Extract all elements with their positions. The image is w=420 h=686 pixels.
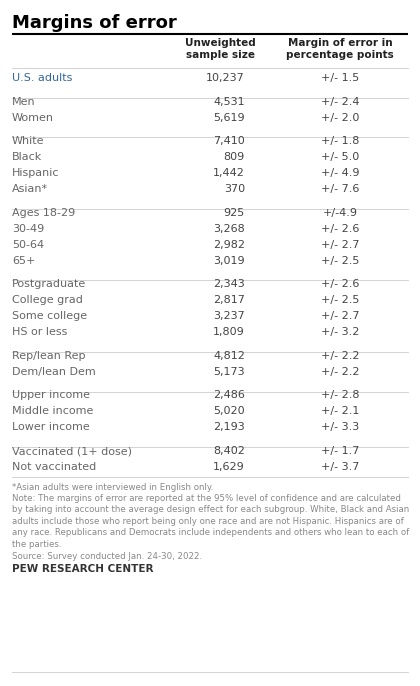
Text: *Asian adults were interviewed in English only.: *Asian adults were interviewed in Englis… [12,483,213,492]
Text: +/- 2.0: +/- 2.0 [321,113,359,123]
Text: Note: The margins of error are reported at the 95% level of confidence and are c: Note: The margins of error are reported … [12,494,409,549]
Text: Men: Men [12,97,36,106]
Text: +/- 2.5: +/- 2.5 [321,256,359,265]
Text: 1,629: 1,629 [213,462,245,472]
Text: +/- 3.3: +/- 3.3 [321,423,359,432]
Text: 5,020: 5,020 [213,406,245,416]
Text: Unweighted
sample size: Unweighted sample size [185,38,255,60]
Text: 3,019: 3,019 [213,256,245,265]
Text: Margins of error: Margins of error [12,14,177,32]
Text: Upper income: Upper income [12,390,90,401]
Text: +/- 2.6: +/- 2.6 [321,279,359,289]
Text: +/- 1.8: +/- 1.8 [321,137,359,146]
Text: 2,193: 2,193 [213,423,245,432]
Text: 4,531: 4,531 [213,97,245,106]
Text: HS or less: HS or less [12,327,67,338]
Text: 3,237: 3,237 [213,311,245,321]
Text: +/- 4.9: +/- 4.9 [321,168,359,178]
Text: College grad: College grad [12,295,83,305]
Text: +/- 3.7: +/- 3.7 [321,462,359,472]
Text: 2,486: 2,486 [213,390,245,401]
Text: +/- 2.2: +/- 2.2 [321,351,359,361]
Text: 2,817: 2,817 [213,295,245,305]
Text: Vaccinated (1+ dose): Vaccinated (1+ dose) [12,446,132,456]
Text: Some college: Some college [12,311,87,321]
Text: +/- 3.2: +/- 3.2 [321,327,359,338]
Text: 7,410: 7,410 [213,137,245,146]
Text: Margin of error in
percentage points: Margin of error in percentage points [286,38,394,60]
Text: 2,982: 2,982 [213,239,245,250]
Text: Black: Black [12,152,42,162]
Text: +/- 2.6: +/- 2.6 [321,224,359,234]
Text: 3,268: 3,268 [213,224,245,234]
Text: Hispanic: Hispanic [12,168,60,178]
Text: 370: 370 [224,184,245,194]
Text: +/- 1.7: +/- 1.7 [321,446,359,456]
Text: 50-64: 50-64 [12,239,44,250]
Text: +/- 7.6: +/- 7.6 [321,184,359,194]
Text: +/- 2.4: +/- 2.4 [321,97,359,106]
Text: U.S. adults: U.S. adults [12,73,72,83]
Text: +/- 2.7: +/- 2.7 [321,311,359,321]
Text: 10,237: 10,237 [206,73,245,83]
Text: Women: Women [12,113,54,123]
Text: 1,809: 1,809 [213,327,245,338]
Text: Rep/lean Rep: Rep/lean Rep [12,351,86,361]
Text: 8,402: 8,402 [213,446,245,456]
Text: +/- 1.5: +/- 1.5 [321,73,359,83]
Text: 65+: 65+ [12,256,35,265]
Text: +/- 2.5: +/- 2.5 [321,295,359,305]
Text: Postgraduate: Postgraduate [12,279,86,289]
Text: 30-49: 30-49 [12,224,44,234]
Text: 925: 925 [224,208,245,217]
Text: 1,442: 1,442 [213,168,245,178]
Text: White: White [12,137,45,146]
Text: +/-4.9: +/-4.9 [323,208,357,217]
Text: 4,812: 4,812 [213,351,245,361]
Text: Dem/lean Dem: Dem/lean Dem [12,367,96,377]
Text: +/- 2.8: +/- 2.8 [321,390,359,401]
Text: 5,173: 5,173 [213,367,245,377]
Text: Source: Survey conducted Jan. 24-30, 2022.: Source: Survey conducted Jan. 24-30, 202… [12,552,202,561]
Text: +/- 2.2: +/- 2.2 [321,367,359,377]
Text: 5,619: 5,619 [213,113,245,123]
Text: +/- 2.1: +/- 2.1 [321,406,359,416]
Text: Asian*: Asian* [12,184,48,194]
Text: Ages 18-29: Ages 18-29 [12,208,75,217]
Text: 2,343: 2,343 [213,279,245,289]
Text: +/- 5.0: +/- 5.0 [321,152,359,162]
Text: Not vaccinated: Not vaccinated [12,462,96,472]
Text: PEW RESEARCH CENTER: PEW RESEARCH CENTER [12,564,153,574]
Text: Lower income: Lower income [12,423,90,432]
Text: 809: 809 [224,152,245,162]
Text: Middle income: Middle income [12,406,93,416]
Text: +/- 2.7: +/- 2.7 [321,239,359,250]
